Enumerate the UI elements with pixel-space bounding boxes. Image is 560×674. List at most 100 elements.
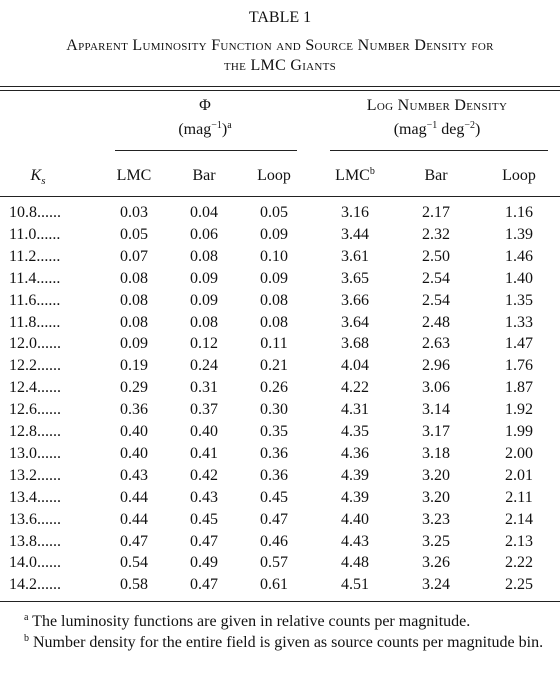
cell: 0.40 [190,423,218,440]
cell: 3.20 [422,488,450,506]
cell: 1.39 [505,225,533,243]
cell: 4.04 [341,357,369,375]
cell: 3.23 [422,510,450,528]
cell: 0.09 [260,225,288,243]
cell: 4.40 [341,510,369,528]
cell: 4.48 [341,554,369,572]
text-part: Bar [192,167,216,184]
cell: 0.36 [260,466,288,484]
cell: 0.05 [260,204,288,221]
cell: 0.47 [260,510,288,528]
cell: 0.43 [120,466,148,484]
script-part: −2 [464,120,475,131]
cell: 1.46 [505,247,533,265]
cell: 0.12 [190,335,218,353]
script-part: −1 [426,120,438,131]
script-part: a [227,120,232,131]
script-part: b [369,166,375,177]
cell: 0.37 [190,401,218,419]
cell: 1.33 [505,313,533,331]
row-label: 13.4...... [9,488,61,506]
row-label: 12.4...... [9,379,61,397]
cell: 0.04 [190,204,218,221]
group-unit: (mag−1 deg−2) [394,120,481,140]
group-rule [115,150,297,151]
cell: 0.44 [120,488,148,506]
cell: 3.16 [341,204,369,221]
cell: 0.08 [260,313,288,331]
cell: 0.54 [120,554,148,572]
row-label: 12.8...... [9,423,61,440]
cell: 0.31 [190,379,218,397]
cell: 3.24 [422,576,450,594]
cell: 0.08 [120,269,148,287]
cell: 0.11 [260,335,288,353]
cell: 1.99 [505,423,533,440]
cell: 0.45 [260,488,288,506]
cell: 2.48 [422,313,450,331]
cell: 1.16 [505,204,533,221]
group-label: Log Number Density [366,97,508,114]
text-part: Loop [257,167,291,184]
cell: 3.20 [422,466,450,484]
rule [0,196,560,197]
cell: 4.39 [341,488,369,506]
cell: 0.57 [260,554,288,572]
footnote-mark: a [24,612,29,623]
cell: 0.40 [120,444,148,462]
rule [0,601,560,602]
cell: 2.54 [422,269,450,287]
cell: 0.08 [120,291,148,309]
cell: 0.26 [260,379,288,397]
cell: 2.11 [505,488,533,506]
cell: 4.43 [341,532,369,550]
cell: 0.47 [190,532,218,550]
cell: 3.61 [341,247,369,265]
text-part: ) [474,121,481,138]
cell: 2.14 [505,510,533,528]
cell: 0.42 [190,466,218,484]
cell: 3.26 [422,554,450,572]
cell: 0.21 [260,357,288,375]
cell: 0.06 [190,225,218,243]
cell: 3.25 [422,532,450,550]
cell: 0.09 [190,291,218,309]
text-part: Loop [502,167,536,184]
text-part: K [30,167,42,184]
cell: 2.17 [422,204,450,221]
rule [0,86,560,87]
caption-line: the LMC Giants [223,57,337,74]
caption-line: Apparent Luminosity Function and Source … [66,37,494,54]
row-label: 14.0...... [9,554,61,572]
cell: 4.31 [341,401,369,419]
cell: 0.49 [190,554,218,572]
group-unit: (mag−1)a [178,120,231,140]
cell: 3.44 [341,225,369,243]
row-label: 11.0...... [9,225,61,243]
footnote: b Number density for the entire field is… [4,632,552,653]
text-part: (mag [393,121,427,138]
cell: 0.46 [260,532,288,550]
column-header: Bar [424,166,447,186]
cell: 0.10 [260,247,288,265]
cell: 0.07 [120,247,148,265]
cell: 0.29 [120,379,148,397]
column-header: LMCb [335,166,375,186]
cell: 4.35 [341,423,369,440]
column-header: LMC [117,166,152,186]
script-part: −1 [211,120,222,131]
cell: 1.92 [505,401,533,419]
script-part: s [41,175,46,187]
cell: 2.96 [422,357,450,375]
cell: 0.30 [260,401,288,419]
cell: 4.22 [341,379,369,397]
cell: 0.08 [260,291,288,309]
row-label: 11.6...... [9,291,61,309]
cell: 3.18 [422,444,450,462]
cell: 4.39 [341,466,369,484]
column-header: Ks [30,166,46,187]
cell: 0.08 [190,247,218,265]
cell: 2.13 [505,532,533,550]
rule [0,90,560,91]
